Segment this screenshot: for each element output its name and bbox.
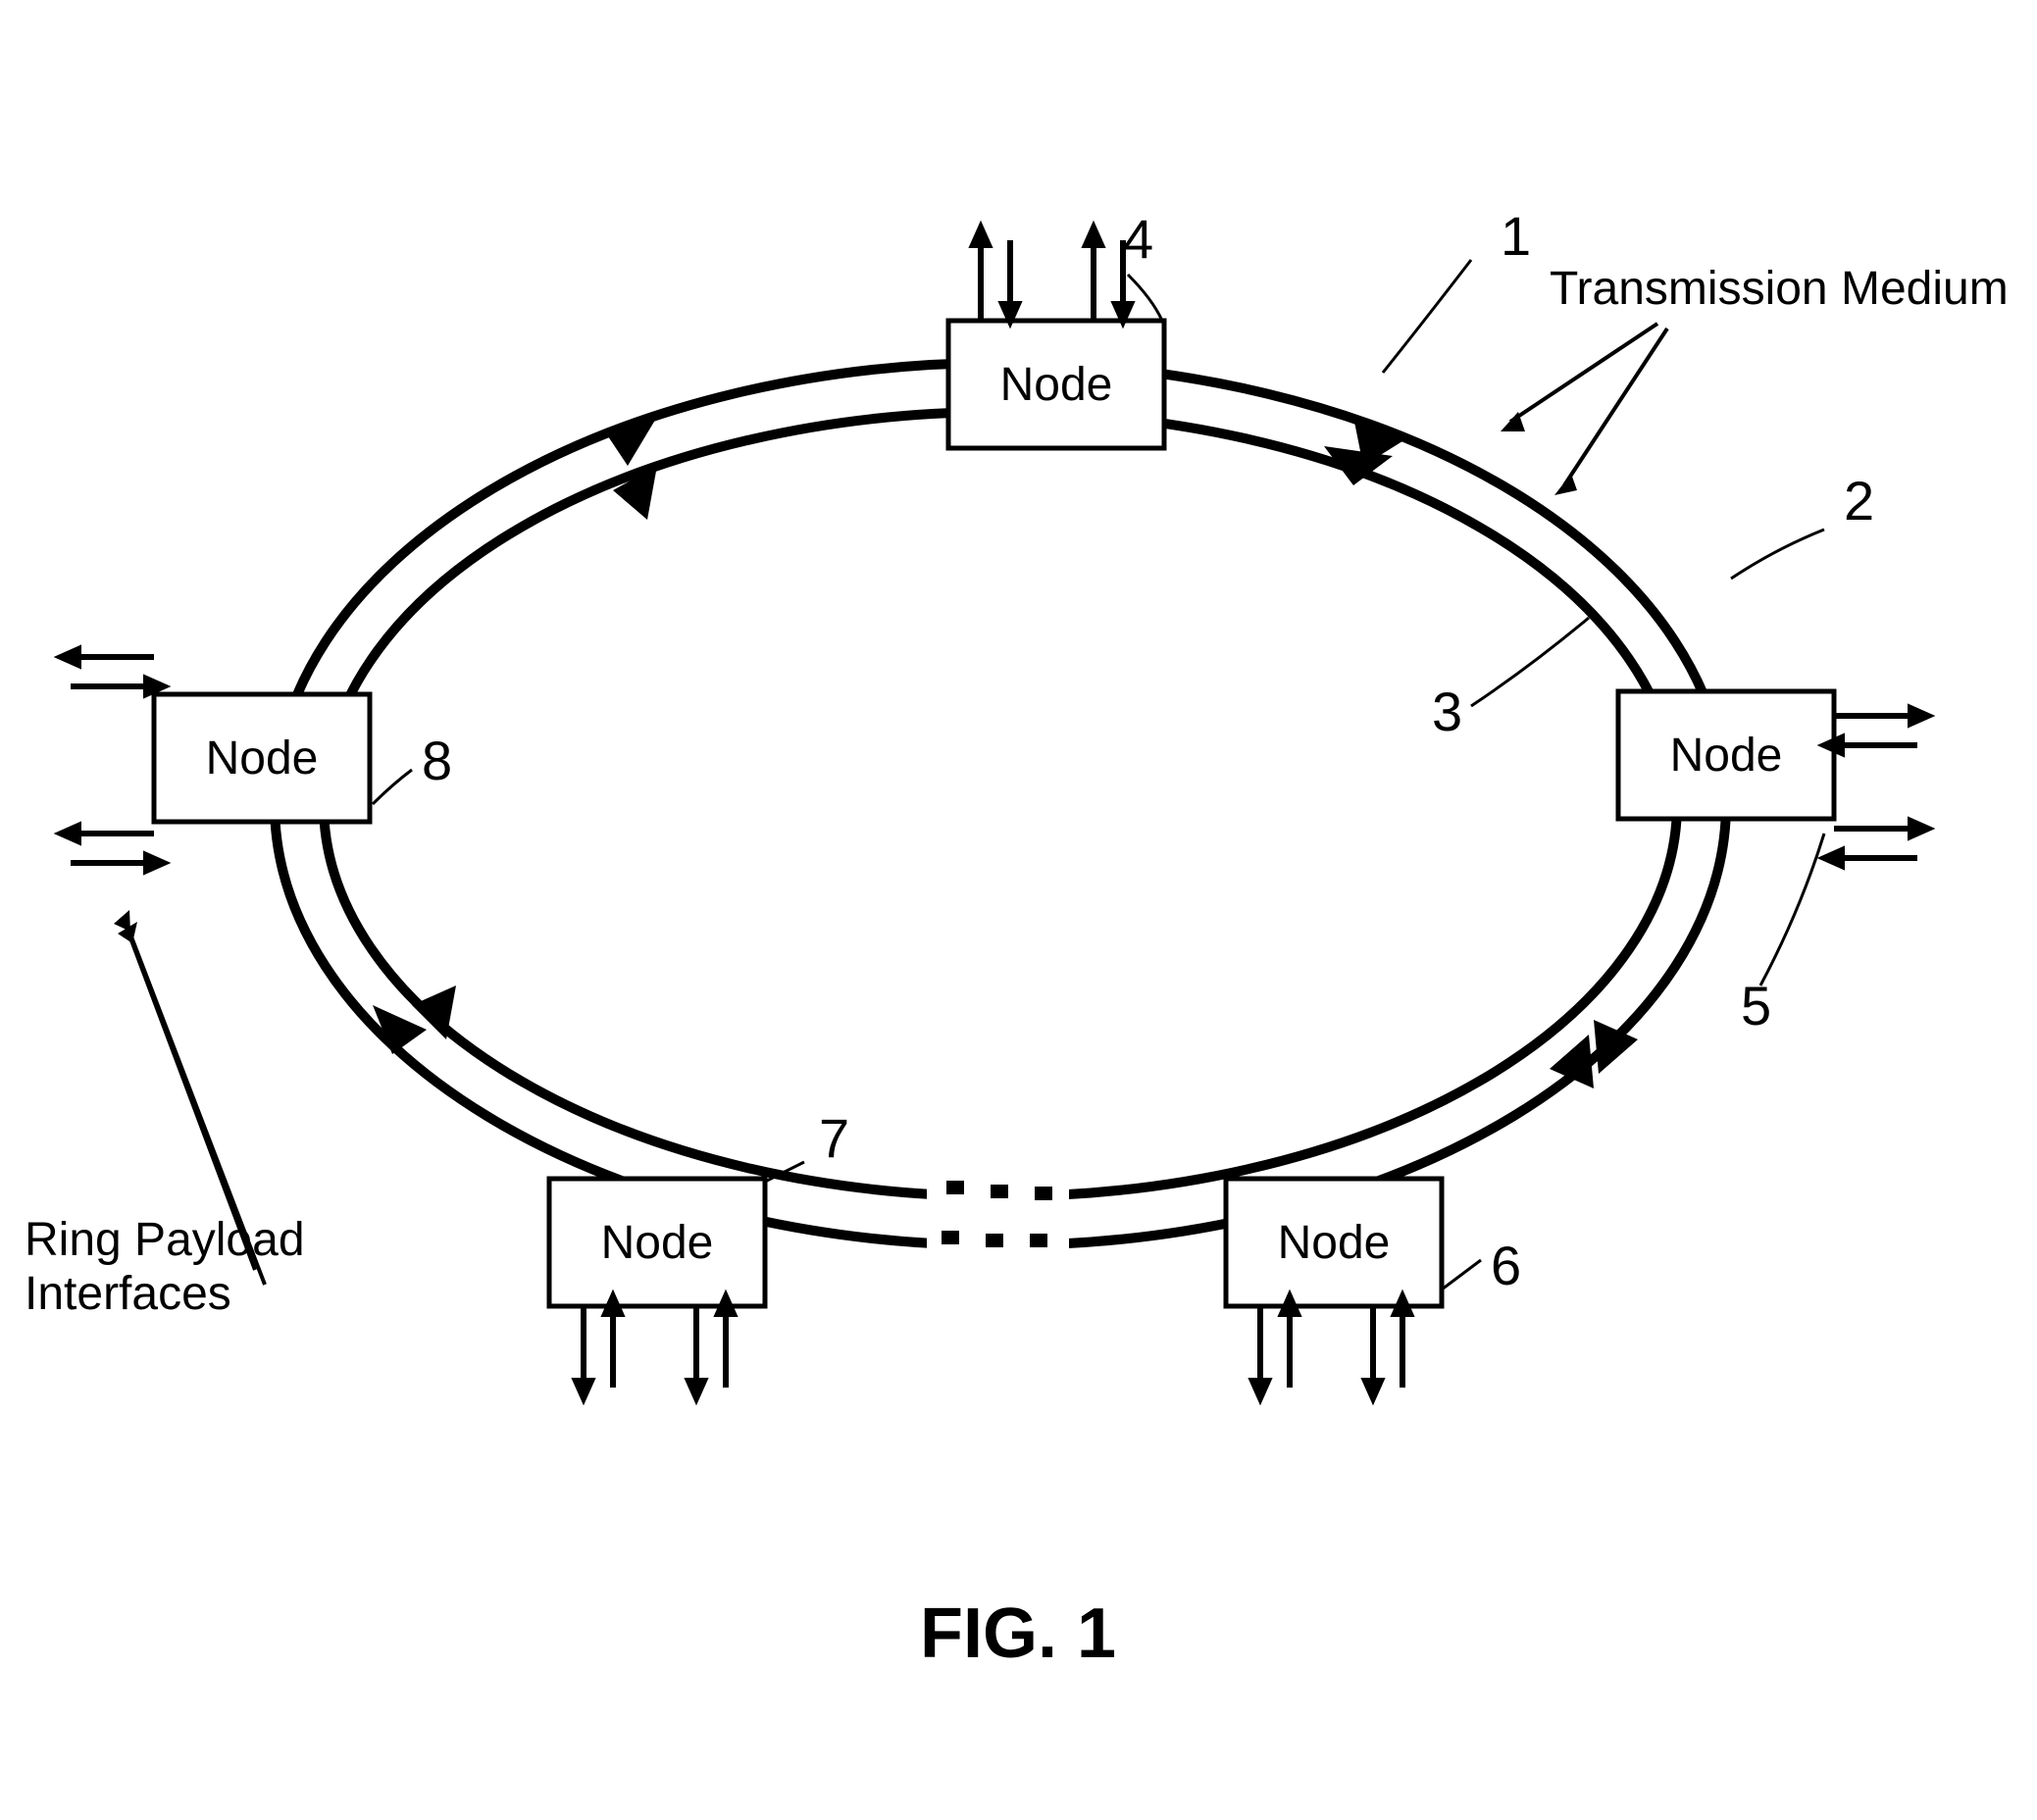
transmission-medium-text: Transmission Medium xyxy=(1550,263,2009,315)
node-6: Node xyxy=(1226,1179,1442,1398)
node-7: Node xyxy=(549,1179,765,1398)
ref-7: 7 xyxy=(819,1107,849,1169)
ref-3: 3 xyxy=(1432,681,1462,742)
node-4-label: Node xyxy=(1000,359,1113,411)
ring-payload-text-1: Ring Payload xyxy=(25,1214,305,1266)
outer-ring xyxy=(275,363,1726,1245)
ring-payload-text-2: Interfaces xyxy=(25,1268,231,1320)
ref-6: 6 xyxy=(1491,1235,1521,1296)
figure-title: FIG. 1 xyxy=(920,1594,1116,1673)
node-6-interfaces xyxy=(1252,1296,1410,1398)
ring-payload-interfaces-label: Ring Payload Interfaces xyxy=(25,910,305,1320)
node-6-label: Node xyxy=(1278,1217,1391,1269)
ring-direction-arrows xyxy=(373,417,1638,1088)
ref-5: 5 xyxy=(1741,975,1771,1036)
node-8-label: Node xyxy=(206,733,319,784)
node-5: Node xyxy=(1618,691,1928,866)
node-4-interfaces xyxy=(973,228,1131,322)
ref-1: 1 xyxy=(1501,205,1531,267)
transmission-medium-label: Transmission Medium xyxy=(1501,263,2009,495)
node-7-label: Node xyxy=(601,1217,714,1269)
node-7-interfaces xyxy=(576,1296,734,1398)
inner-ring xyxy=(324,412,1677,1196)
node-8-interfaces xyxy=(61,649,164,871)
node-5-label: Node xyxy=(1670,730,1783,782)
ring-network-diagram: Node Node Node Node xyxy=(0,0,2037,1815)
ref-8: 8 xyxy=(422,730,452,791)
ref-2: 2 xyxy=(1844,470,1874,531)
ref-4: 4 xyxy=(1123,208,1153,270)
node-5-interfaces xyxy=(1824,708,1928,866)
